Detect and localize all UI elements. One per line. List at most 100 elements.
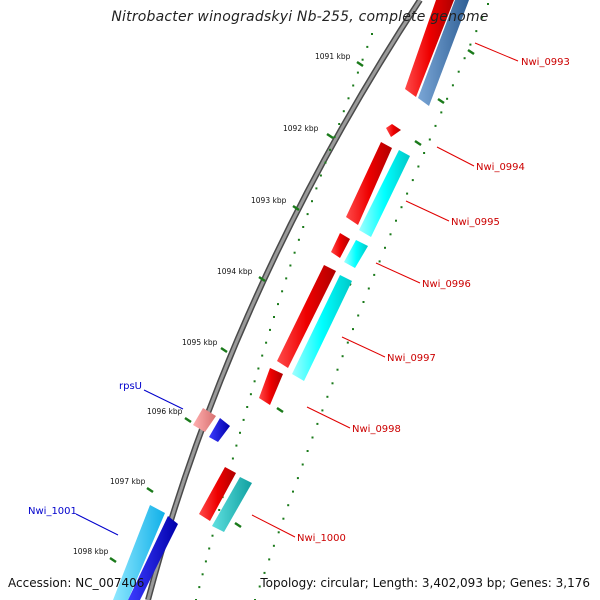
- scale-major-tick: [220, 346, 228, 354]
- scale-label-1092: 1092 kbp: [283, 124, 319, 133]
- gene-label-nwi-0993[interactable]: Nwi_0993: [521, 57, 570, 68]
- scale-dot: [311, 200, 313, 203]
- cds-nwi-0995-red[interactable]: [346, 142, 392, 225]
- scale-dot: [451, 84, 454, 87]
- scale-dot: [347, 97, 350, 100]
- scale-labels: 1091 kbp 1092 kbp 1093 kbp 1094 kbp 1095…: [73, 52, 351, 556]
- cds-nwi-1001-blue[interactable]: [128, 516, 178, 600]
- scale-dot: [352, 328, 354, 331]
- scale-dot: [242, 418, 245, 421]
- cds-nwi-0993-steel[interactable]: [418, 0, 469, 106]
- scale-dot: [301, 463, 304, 466]
- scale-dot: [411, 179, 414, 182]
- scale-dot: [285, 277, 288, 280]
- cds-nwi-0993-red[interactable]: [405, 0, 454, 97]
- scale-dot: [277, 531, 280, 534]
- scale-dot: [333, 135, 336, 138]
- scale-dot: [306, 450, 309, 452]
- backbone: [145, 0, 423, 600]
- scale-dot: [487, 3, 489, 5]
- scale-dot: [366, 45, 369, 48]
- cds-nwi-0995-cyan[interactable]: [359, 150, 410, 237]
- forward-strand-features: [199, 0, 454, 521]
- scale-major-tick: [184, 416, 192, 424]
- cds-nwi-0994-red[interactable]: [386, 124, 401, 137]
- scale-dot: [235, 444, 238, 447]
- scale-major-tick: [292, 204, 300, 212]
- scale-dot: [395, 219, 397, 222]
- scale-major-tick: [326, 132, 334, 140]
- scale-dot: [306, 213, 309, 216]
- scale-dot: [257, 367, 260, 370]
- scale-major-tick: [258, 275, 266, 283]
- scale-dot: [272, 544, 275, 547]
- scale-dot: [346, 341, 349, 344]
- scale-major-tick: [109, 556, 117, 564]
- scale-dot: [428, 138, 431, 141]
- scale-dot: [253, 380, 256, 383]
- gene-label-nwi-0996[interactable]: Nwi_0996: [422, 279, 471, 290]
- cds-nwi-0996-red[interactable]: [331, 233, 350, 258]
- scale-dot: [326, 395, 329, 398]
- scale-dot: [434, 124, 437, 127]
- scale-dot: [356, 71, 359, 74]
- gene-label-nwi-1000[interactable]: Nwi_1000: [297, 533, 346, 544]
- scale-label-1098: 1098 kbp: [73, 547, 109, 556]
- scale-dot: [287, 504, 290, 507]
- gene-label-rpsu[interactable]: rpsU: [119, 381, 142, 392]
- scale-dot: [389, 233, 392, 236]
- scale-dot: [201, 573, 204, 576]
- scale-major-tick: [276, 406, 284, 414]
- scale-major-tick: [437, 97, 445, 105]
- scale-dot: [329, 148, 331, 151]
- scale-dot: [208, 547, 211, 550]
- scale-dot: [341, 355, 344, 358]
- scale-dot: [352, 84, 355, 87]
- topology-label: Topology: circular; Length: 3,402,093 bp…: [260, 576, 590, 590]
- scale-dot: [423, 152, 426, 154]
- cds-rpsu-blue[interactable]: [209, 418, 230, 442]
- scale-label-1096: 1096 kbp: [147, 407, 183, 416]
- gene-label-nwi-0994[interactable]: Nwi_0994: [476, 162, 525, 173]
- scale-label-1091: 1091 kbp: [315, 52, 351, 61]
- scale-dot: [282, 517, 285, 520]
- scale-dot: [342, 110, 345, 113]
- scale-dot: [463, 57, 466, 60]
- cds-nwi-1000-red[interactable]: [199, 467, 236, 521]
- cds-nwi-0997-cyan[interactable]: [292, 275, 352, 381]
- scale-dot: [357, 314, 360, 317]
- scale-dot: [321, 409, 324, 412]
- cds-nwi-1001-sky[interactable]: [113, 505, 165, 600]
- cds-rpsu-pink[interactable]: [193, 408, 216, 432]
- scale-dot: [457, 70, 460, 73]
- scale-ruler: [109, 3, 489, 600]
- scale-dot: [246, 406, 249, 408]
- cds-nwi-0996-cyan[interactable]: [344, 240, 368, 268]
- gene-label-nwi-1001[interactable]: Nwi_1001: [28, 506, 77, 517]
- scale-dot: [315, 187, 318, 190]
- scale-dot: [258, 585, 261, 588]
- scale-dot: [371, 33, 373, 35]
- scale-dot: [440, 111, 443, 114]
- gene-label-nwi-0997[interactable]: Nwi_0997: [387, 353, 436, 364]
- scale-dot: [311, 436, 314, 439]
- cds-nwi-0998-red[interactable]: [259, 368, 283, 405]
- scale-dot: [406, 192, 409, 195]
- gene-label-nwi-0998[interactable]: Nwi_0998: [352, 424, 401, 435]
- scale-major-tick: [234, 521, 242, 529]
- scale-dot: [362, 301, 365, 303]
- reverse-strand-features: [113, 0, 469, 600]
- scale-dot: [324, 161, 327, 164]
- scale-dot: [331, 382, 334, 385]
- cds-nwi-0997-red[interactable]: [277, 265, 336, 368]
- cds-nwi-1000-teal[interactable]: [212, 477, 252, 532]
- map-title: Nitrobacter winogradskyi Nb-255, complet…: [111, 9, 489, 25]
- scale-dot: [268, 558, 271, 561]
- scale-dot: [367, 287, 370, 290]
- gene-label-nwi-0995[interactable]: Nwi_0995: [451, 217, 500, 228]
- scale-major-tick: [146, 486, 154, 494]
- scale-dot: [319, 174, 322, 177]
- scale-dot: [296, 477, 299, 480]
- scale-dot: [269, 328, 271, 331]
- scale-dot: [373, 273, 376, 276]
